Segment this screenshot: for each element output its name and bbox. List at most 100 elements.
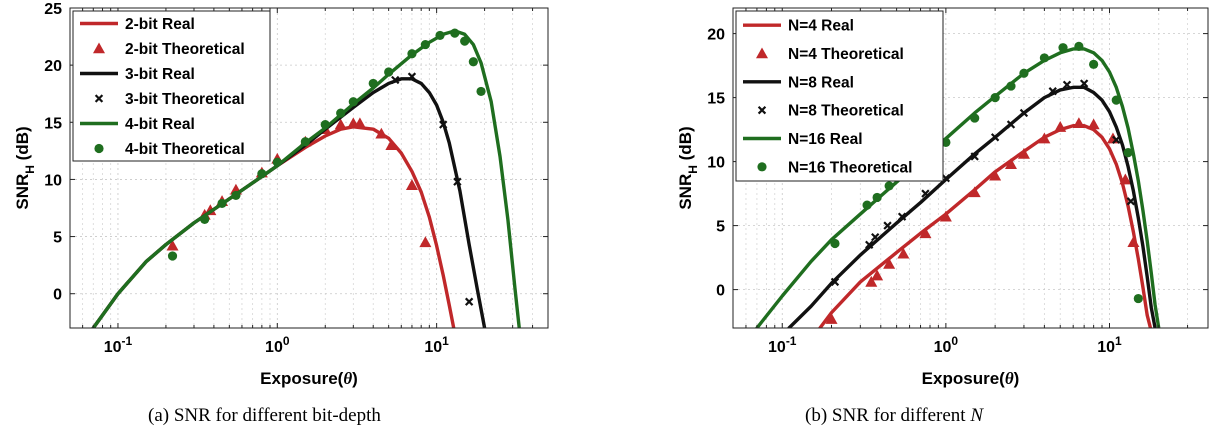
triangle-marker [1119,173,1132,185]
circle-marker [1006,81,1016,91]
legend-entry-label: 2-bit Real [125,16,195,33]
circle-marker [1089,59,1099,69]
legend-box [72,10,271,162]
legend-entry-label: N=8 Theoretical [788,103,904,120]
circle-marker [167,251,178,261]
series-layer [91,28,521,328]
triangle-marker [1054,121,1067,132]
caption-b-text: (b) SNR for different [805,405,971,426]
legend-box [735,10,944,182]
circle-marker [348,97,358,107]
y-label-sub: H [686,165,700,174]
legend: N=4 Real N=4 Theoretical N=8 Real N=8 Theor… [735,10,944,182]
circle-marker [320,119,330,130]
x-tick-base: 10 [265,339,283,356]
circle-marker [830,238,840,249]
circle-marker [1039,53,1049,63]
triangle-marker [1038,132,1051,144]
x-tick-label: 101 [424,334,449,356]
x-marker [921,189,930,198]
legend-entry-label: N=16 Real [788,131,863,148]
circle-marker [1133,293,1143,304]
x-tick-exp: 0 [951,334,958,348]
legend-entry-label: N=4 Real [788,18,854,35]
legend-entry-label: N=8 Real [788,74,854,91]
circle-marker [336,108,346,118]
circle-marker [970,113,980,123]
x-marker [865,240,874,249]
y-tick-label: 5 [716,219,725,236]
triangle-marker [93,42,105,54]
x-axis-label: Exposure(θ) [922,369,1020,388]
circle-marker [384,67,394,77]
circle-marker [231,190,241,201]
circle-marker [1123,148,1133,158]
circle-marker [217,198,227,209]
x-tick-label: 100 [265,334,290,356]
y-label-unit: (dB) [676,126,695,165]
series-layer [755,41,1161,328]
circle-marker [941,137,951,147]
y-tick-label: 15 [44,115,62,132]
x-marker [1112,135,1121,145]
triangle-marker [1072,117,1085,128]
circle-marker [94,143,104,154]
x-marker [1126,197,1135,206]
triangle-marker [1004,158,1017,169]
circle-marker [1074,41,1084,52]
triangle-marker [1127,236,1140,248]
caption-a-text: (a) SNR for different bit-depth [148,405,381,426]
circle-marker [1058,43,1068,53]
circle-marker [257,169,267,179]
x-tick-exp: 1 [1115,334,1122,348]
x-marker [970,152,979,161]
y-tick-label: 5 [53,230,62,247]
triangle-marker [405,179,418,190]
x-marker [1062,80,1072,89]
legend-entry-label: 4-bit Real [125,116,195,133]
x-tick-exp: 0 [283,334,290,348]
x-marker [407,72,417,81]
caption-b-math: N [970,405,984,426]
legend-entry-label: N=16 Theoretical [788,159,912,176]
x-label-post: ) [1014,369,1020,388]
circle-marker [990,93,1000,103]
x-marker [391,75,400,85]
x-tick-exp: -1 [786,334,797,348]
circle-marker [1019,68,1029,78]
legend-entry-label: 3-bit Theoretical [125,91,245,108]
triangle-marker [756,47,768,59]
x-tick-base: 10 [424,339,442,356]
triangle-marker [865,275,878,287]
x-tick-base: 10 [104,339,122,356]
x-label-symbol: θ [343,369,352,388]
axes-frame [69,7,549,329]
x-marker [990,133,1000,142]
x-tick-exp: 1 [442,334,449,348]
x-marker [830,277,840,287]
axes-frame [732,7,1209,329]
y-axis-label: SNRH (dB) [13,126,37,209]
circle-marker [450,28,460,38]
x-marker [464,297,474,306]
y-label-main: SNR [676,174,695,210]
triangle-marker [989,169,1002,181]
triangle-marker [1017,147,1030,159]
y-tick-label: 0 [716,283,725,300]
x-marker [897,212,907,221]
legend: 2-bit Real 2-bit Theoretical 3-bit Real 3-b… [72,10,271,162]
circle-marker [407,49,417,59]
legend-entry-label: 3-bit Real [125,66,195,83]
y-tick-label: 15 [707,91,725,108]
circle-marker [460,36,470,46]
x-label-post: ) [352,369,358,388]
circle-marker [435,30,445,41]
x-label-pre: Exposure( [922,369,1005,388]
triangle-marker [968,186,981,198]
y-label-unit: (dB) [13,126,32,165]
x-marker [1019,108,1029,118]
x-tick-exp: -1 [122,334,133,348]
circle-marker [368,78,378,89]
x-marker [871,232,880,242]
